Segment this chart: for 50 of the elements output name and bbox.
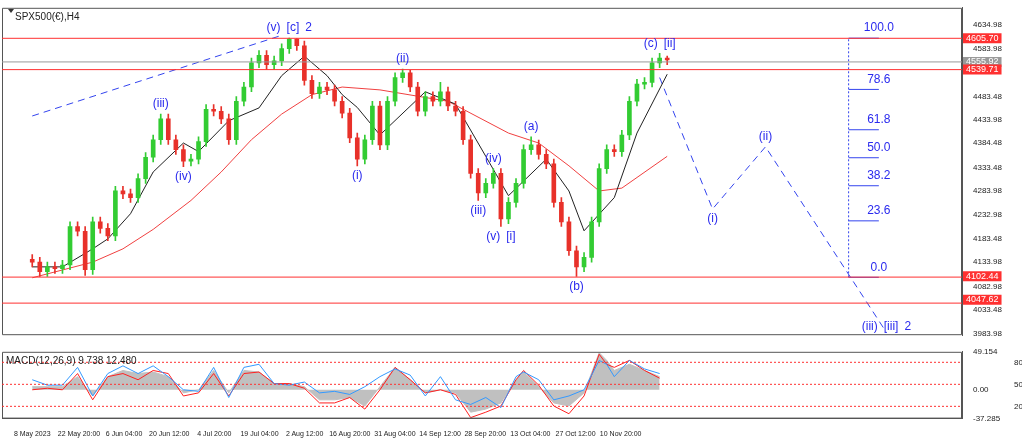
y-tick-label: 4433.98 [973,114,1003,124]
chart-title: SPX500(€),H4 [15,10,80,22]
y-tick-label: 3983.98 [973,328,1003,338]
ref-line-label: 4047.62 [966,294,999,305]
annotation: (iii) [470,202,487,217]
ref-line-label: 4555.92 [966,56,999,67]
annotation: (iii) [152,96,169,111]
annotation: (v) [266,20,281,35]
annotation: [c] [286,20,300,35]
y-tick-label: 4232.98 [973,210,1003,220]
annotation: 50.0 [867,140,891,155]
y-tick-label: 49.154 [973,347,999,356]
y-tick-label: 4183.48 [973,233,1003,243]
annotation: (i) [351,168,363,183]
y-tick-label: 4483.48 [973,91,1003,101]
y-tick-label: 4333.48 [973,162,1003,172]
ref-line-label: 4102.44 [966,270,999,281]
annotation: 2 [904,318,912,333]
annotation: [iii] [883,318,899,333]
annotation: (i) [707,211,718,226]
annotation: (iv) [175,169,192,184]
annotation: (iv) [485,150,502,165]
annotation: (a) [523,119,539,134]
annotation: 38.2 [867,168,891,183]
ref-line-label: 4605.70 [966,32,999,43]
annotation: 78.6 [867,71,891,86]
chart-title: MACD(12,26,9) 9.738 12.480 [6,354,138,366]
annotation: (c) [643,35,658,50]
annotation: 2 [305,20,313,35]
annotation: (b) [569,278,584,293]
annotation: (ii) [758,129,773,144]
y-tick-label: 4283.98 [973,186,1003,196]
annotation: 100.0 [863,20,895,35]
y-tick-label: 0.00 [973,384,990,394]
annotation: 23.6 [867,203,891,218]
ref-line-label: 4539.71 [966,64,999,75]
y-tick-label: 4634.98 [973,19,1003,29]
annotation: (ii) [395,51,410,66]
y-tick-label: 4082.98 [973,281,1003,291]
annotation: 0.0 [870,259,888,274]
annotation: 61.8 [867,112,891,127]
annotation: [i] [506,228,516,243]
y-tick-label: 4583.98 [973,43,1003,53]
y-tick-label: -37.285 [973,413,1001,423]
y-tick-label: 4384.48 [973,138,1003,148]
annotation: (v) [486,228,501,243]
y-tick-label: 4033.48 [973,305,1003,315]
annotation: [ii] [663,35,676,50]
y-tick-label: 4133.98 [973,257,1003,267]
annotation: (iii) [861,318,878,333]
